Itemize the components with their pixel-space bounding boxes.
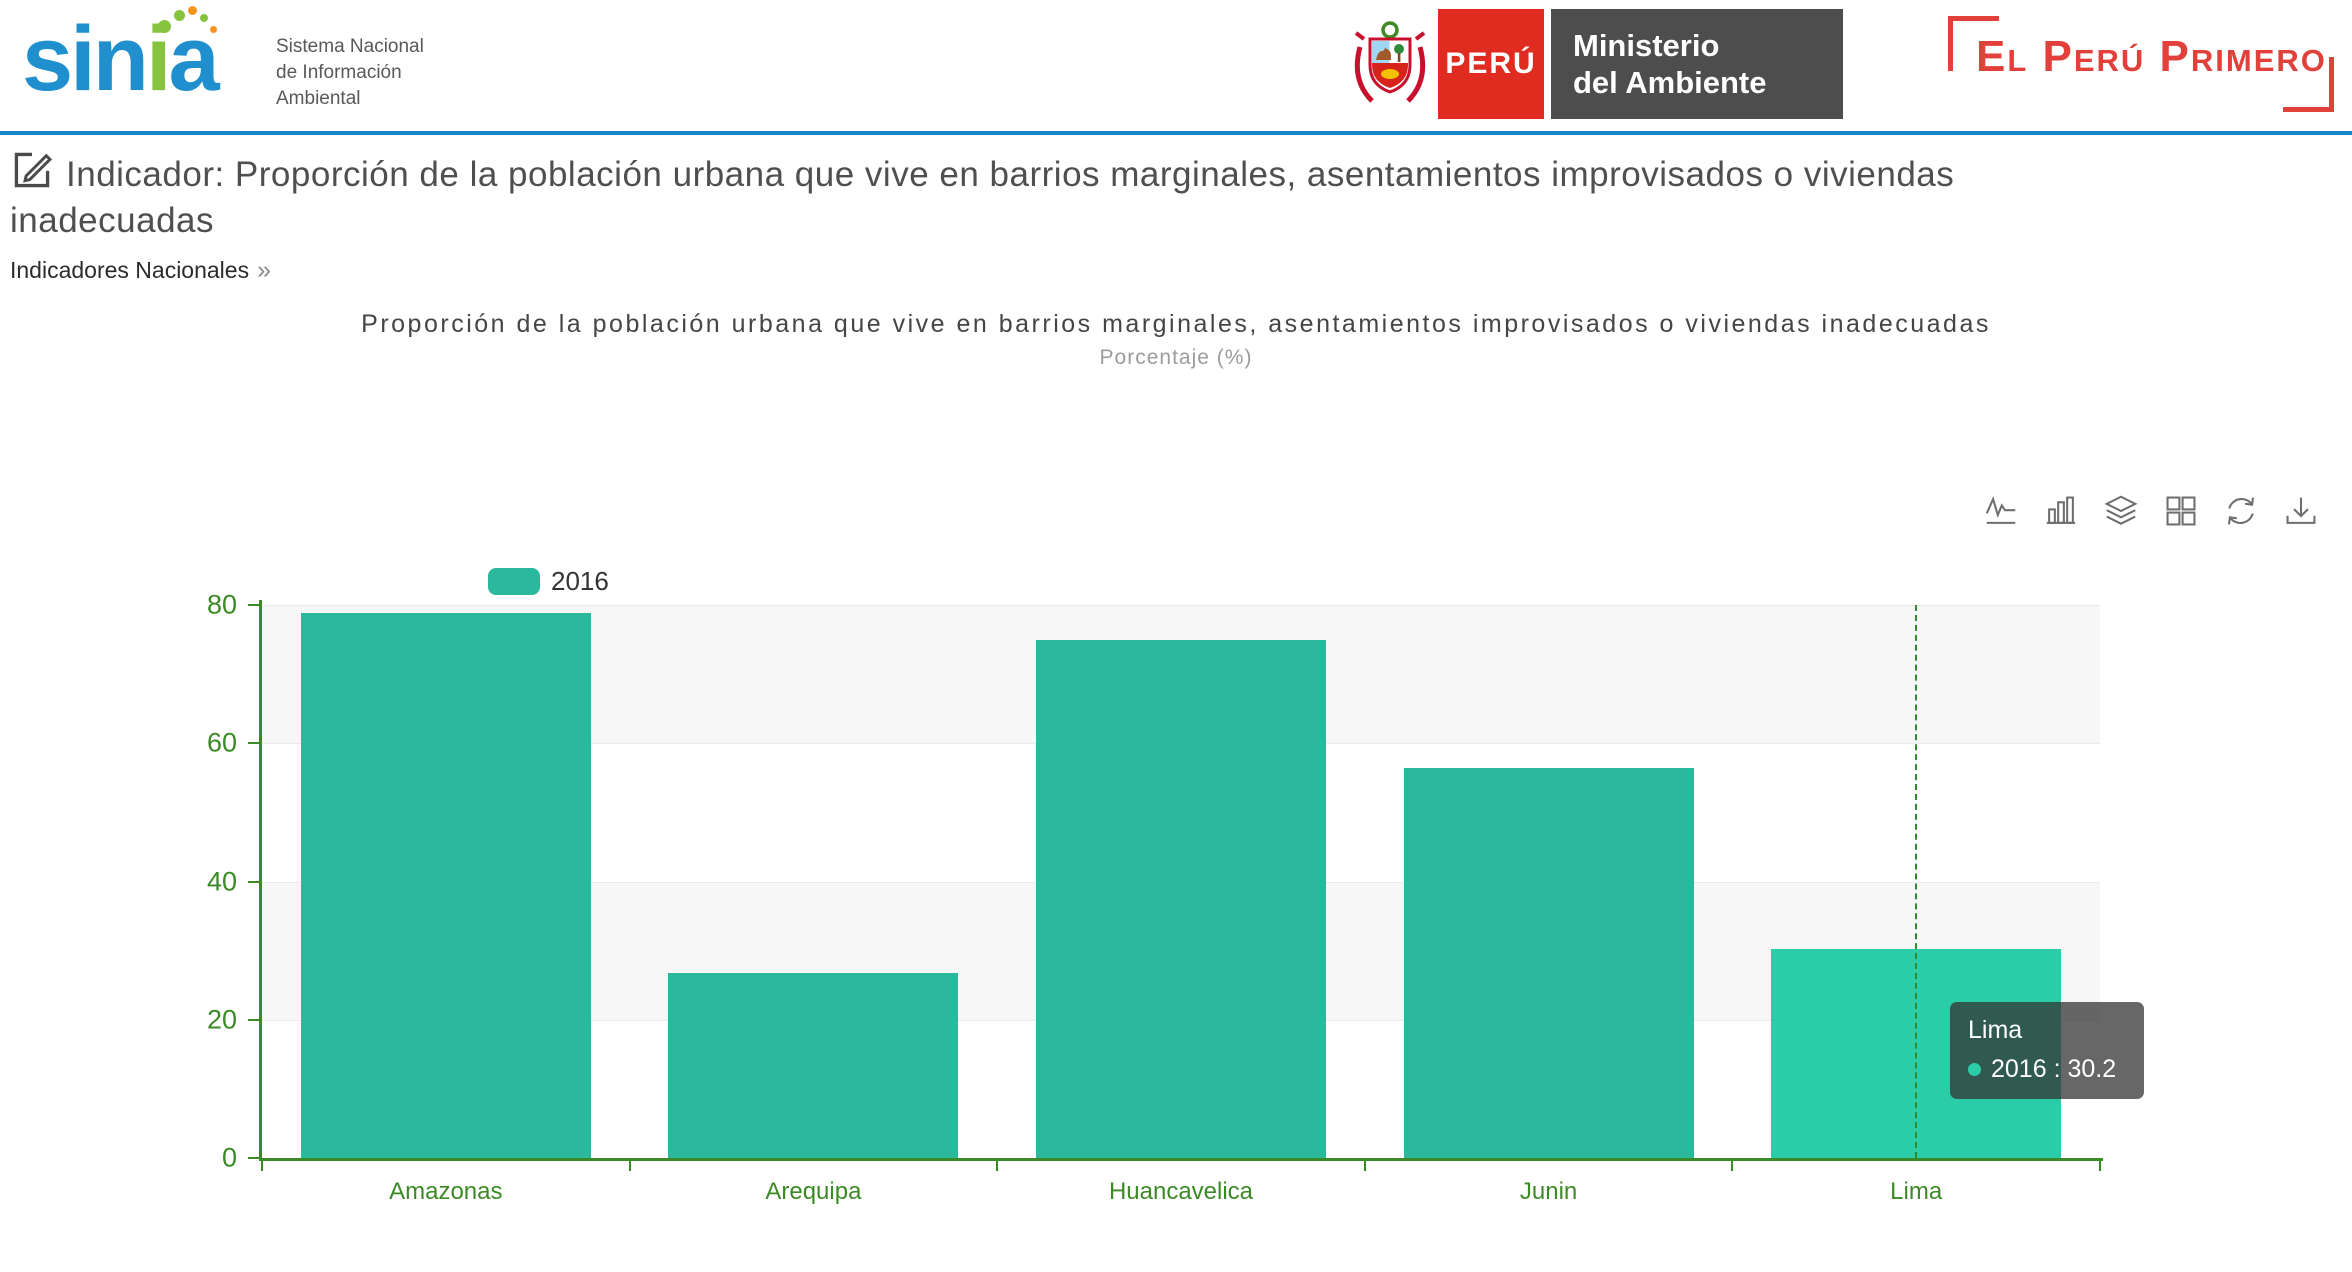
x-axis-tick [2099, 1161, 2101, 1171]
breadcrumb[interactable]: Indicadores Nacionales » [10, 256, 271, 285]
x-axis-tick [628, 1161, 631, 1171]
series-marker-icon [1968, 1062, 1981, 1076]
breadcrumb-link[interactable]: Indicadores Nacionales [10, 257, 250, 283]
bar-arequipa[interactable] [668, 973, 959, 1158]
y-axis-tick [248, 1018, 259, 1021]
y-axis-tick [248, 742, 259, 745]
edit-icon [14, 152, 53, 188]
y-axis-tick [248, 604, 259, 606]
tooltip-value-row: 2016 : 30.2 [1968, 1054, 2126, 1084]
plot-area: Lima 2016 : 30.2 [262, 605, 2144, 1158]
restore-icon[interactable] [2222, 492, 2260, 530]
logo-dot [210, 26, 217, 33]
y-axis: 0 20 40 60 80 [150, 591, 259, 1171]
x-axis-tick [1363, 1161, 1366, 1171]
x-axis-label-junin: Junin [1519, 1178, 1578, 1205]
y-axis-label-60: 60 [206, 727, 237, 758]
legend-item-2016[interactable]: 2016 [488, 566, 609, 597]
axis-pointer-line [1915, 605, 1918, 1158]
logo-text: a [168, 8, 220, 110]
peru-coat-of-arms-icon [1354, 21, 1426, 103]
logo-dot [158, 20, 171, 33]
download-icon[interactable] [2282, 492, 2320, 530]
logo-dot [188, 6, 197, 15]
chart-title: Proporción de la población urbana que vi… [361, 310, 1991, 338]
y-axis-label-40: 40 [206, 866, 237, 896]
logo-text: sin [22, 8, 149, 110]
stack-icon[interactable] [2102, 492, 2140, 530]
x-axis-label-amazonas: Amazonas [389, 1178, 503, 1205]
motto-text: El Perú Primero [1976, 32, 2327, 81]
magictype-bar-icon[interactable] [2042, 492, 2080, 530]
tooltip-value: 30.2 [2067, 1055, 2117, 1083]
legend-label: 2016 [551, 566, 609, 596]
page-title-block: Indicador: Proporción de la población ur… [10, 148, 2105, 244]
legend-swatch [488, 568, 540, 595]
x-axis-tick [996, 1161, 999, 1171]
ministry-name: Ministerio del Ambiente [1551, 9, 1843, 119]
y-axis-line [259, 600, 262, 1161]
chart-subtitle: Porcentaje (%) [1099, 346, 1253, 369]
x-axis-tick [1731, 1161, 1734, 1171]
x-axis-line [259, 1158, 2103, 1161]
magictype-line-icon[interactable] [1982, 492, 2020, 530]
ministry-name-line: Ministerio [1573, 28, 1720, 63]
peru-primero-logo: El Perú Primero [1948, 16, 2334, 112]
tooltip-separator: : [2046, 1055, 2068, 1083]
bar-junin[interactable] [1403, 768, 1694, 1158]
logo-dot [200, 14, 208, 22]
y-axis-label-0: 0 [221, 1142, 237, 1173]
y-axis-tick [248, 880, 259, 883]
y-axis-label-80: 80 [206, 589, 237, 620]
x-axis-tick [261, 1161, 263, 1171]
ministry-name-line: del Ambiente [1573, 65, 1767, 100]
chart-tooltip: Lima 2016 : 30.2 [1950, 1002, 2144, 1099]
x-axis-label-lima: Lima [1890, 1178, 1943, 1205]
x-axis-label-huancavelica: Huancavelica [1108, 1178, 1254, 1205]
site-tagline: Sistema Nacional de Información Ambienta… [276, 34, 424, 112]
tagline-line: Ambiental [276, 88, 361, 109]
sinia-logo[interactable]: sinia [22, 4, 220, 114]
bar-huancavelica[interactable] [1036, 640, 1326, 1158]
y-axis-label-20: 20 [206, 1004, 237, 1035]
tiled-icon[interactable] [2162, 492, 2200, 530]
tooltip-title: Lima [1968, 1016, 2023, 1044]
tagline-line: de Información [276, 62, 402, 83]
bracket-decoration [1948, 16, 1999, 71]
page-title: Indicador: Proporción de la población ur… [10, 155, 1955, 240]
y-axis-tick [248, 1157, 259, 1159]
logo-dot [174, 10, 185, 21]
breadcrumb-arrow-icon: » [257, 256, 271, 284]
gridline [262, 605, 2100, 606]
tooltip-series: 2016 [1991, 1055, 2047, 1083]
bracket-decoration [2283, 57, 2334, 112]
bar-amazonas[interactable] [300, 613, 591, 1158]
chart-toolbar [1982, 492, 2320, 530]
ministry-logo: PERÚ Ministerio del Ambiente [1352, 8, 1843, 120]
site-header: sinia Sistema Nacional de Información Am… [0, 0, 2352, 135]
peru-label: PERÚ [1438, 9, 1544, 119]
tagline-line: Sistema Nacional [276, 36, 424, 57]
x-axis: Amazonas Arequipa Huancavelica Junin Lima [261, 1161, 2101, 1212]
x-axis-label-arequipa: Arequipa [765, 1178, 862, 1205]
